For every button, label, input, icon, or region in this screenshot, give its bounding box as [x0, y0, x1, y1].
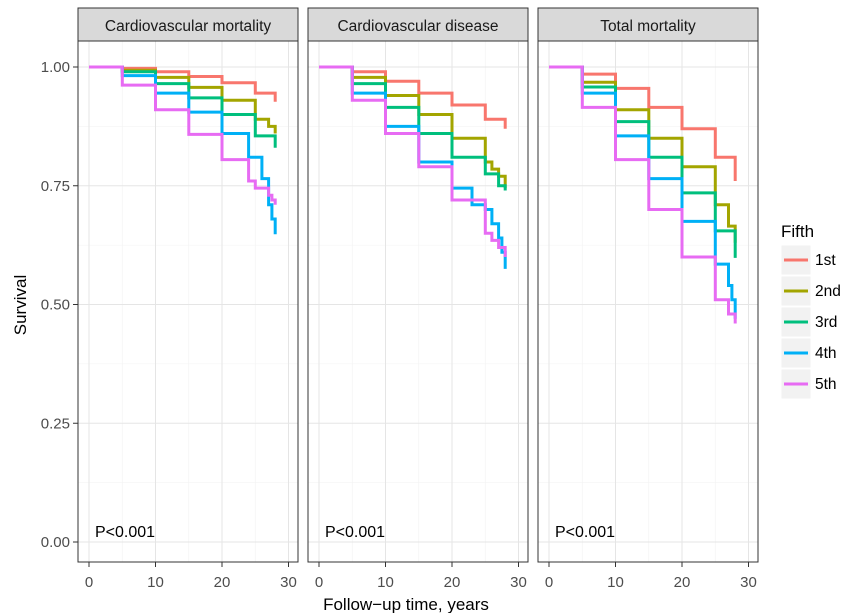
- legend-title: Fifth: [781, 222, 814, 241]
- x-tick-label: 30: [740, 574, 757, 591]
- y-tick-label: 0.50: [41, 297, 70, 314]
- y-tick-label: 0.00: [41, 534, 70, 551]
- series-line-5th: [319, 65, 507, 257]
- panel-title: Cardiovascular mortality: [105, 18, 271, 35]
- panel-border: [537, 40, 759, 563]
- y-tick-label: 0.75: [41, 178, 70, 195]
- panel-3: Total mortality P<0.001 0 10 20 30: [537, 7, 759, 591]
- x-tick-label: 0: [545, 574, 553, 591]
- legend-item-1st: 1st: [780, 244, 836, 276]
- series-line-4th: [89, 65, 277, 235]
- x-axis-label: Follow−up time, years: [323, 595, 489, 613]
- panel-border: [307, 40, 529, 563]
- x-tick-label: 0: [85, 574, 93, 591]
- x-tick-label: 10: [147, 574, 164, 591]
- legend-item-3rd: 3rd: [780, 306, 837, 338]
- panel-2: Cardiovascular disease P<0.001 0 10 20 30: [307, 7, 529, 591]
- legend-label: 4th: [815, 345, 837, 362]
- series-line-5th: [549, 65, 737, 324]
- legend-item-2nd: 2nd: [780, 275, 841, 307]
- y-tick-label: 1.00: [41, 59, 70, 76]
- series-line-3rd: [319, 65, 507, 191]
- legend-label: 3rd: [815, 314, 837, 331]
- x-tick-label: 10: [607, 574, 624, 591]
- legend-item-4th: 4th: [780, 337, 837, 369]
- x-tick-label: 20: [444, 574, 461, 591]
- x-tick-label: 20: [674, 574, 691, 591]
- x-tick-label: 30: [280, 574, 297, 591]
- x-tick-label: 0: [315, 574, 323, 591]
- legend-label: 5th: [815, 376, 837, 393]
- panel-1: Cardiovascular mortality P<0.001 0 10 20 30: [77, 7, 299, 591]
- y-axis-label: Survival: [11, 275, 30, 335]
- x-tick-label: 30: [510, 574, 527, 591]
- y-tick-label: 0.25: [41, 415, 70, 432]
- series-line-2nd: [549, 65, 737, 243]
- x-tick-label: 20: [214, 574, 231, 591]
- panel-strip: [537, 7, 759, 42]
- panel-title: Total mortality: [600, 18, 696, 35]
- p-value-annotation: P<0.001: [325, 524, 385, 541]
- series-line-5th: [89, 65, 277, 205]
- panel-border: [77, 40, 299, 563]
- panel-title: Cardiovascular disease: [337, 18, 498, 35]
- legend-item-5th: 5th: [780, 368, 837, 400]
- p-value-annotation: P<0.001: [555, 524, 615, 541]
- y-axis: 0.00 0.25 0.50 0.75 1.00: [41, 59, 78, 551]
- p-value-annotation: P<0.001: [95, 524, 155, 541]
- legend-label: 2nd: [815, 283, 841, 300]
- x-tick-label: 10: [377, 574, 394, 591]
- legend-label: 1st: [815, 252, 836, 269]
- panel-strip: [77, 7, 299, 42]
